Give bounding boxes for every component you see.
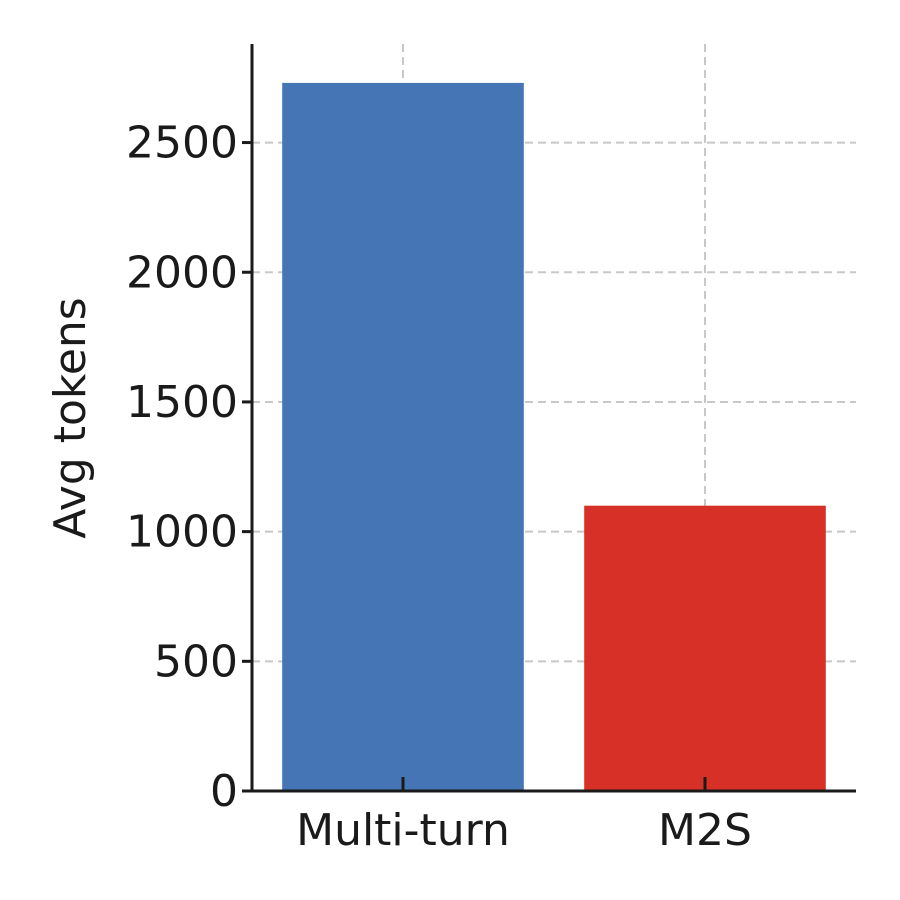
y-tick-label: 0 <box>210 766 238 817</box>
y-tick-label: 2000 <box>126 247 238 298</box>
y-tick-label: 1500 <box>126 377 238 428</box>
label-layer: 0 500 1000 1500 2000 2500 Multi-turn M2S <box>126 118 752 856</box>
axis-layer <box>242 44 856 793</box>
bar-multi-turn <box>282 82 524 791</box>
y-axis-label: Avg tokens <box>45 297 96 538</box>
y-tick-label: 500 <box>154 636 238 687</box>
bar-layer <box>282 82 826 791</box>
x-tick-label: M2S <box>658 805 752 856</box>
x-tick-label: Multi-turn <box>296 805 510 856</box>
y-tick-label: 1000 <box>126 507 238 558</box>
bar-m2s <box>584 505 826 791</box>
y-tick-label: 2500 <box>126 118 238 169</box>
